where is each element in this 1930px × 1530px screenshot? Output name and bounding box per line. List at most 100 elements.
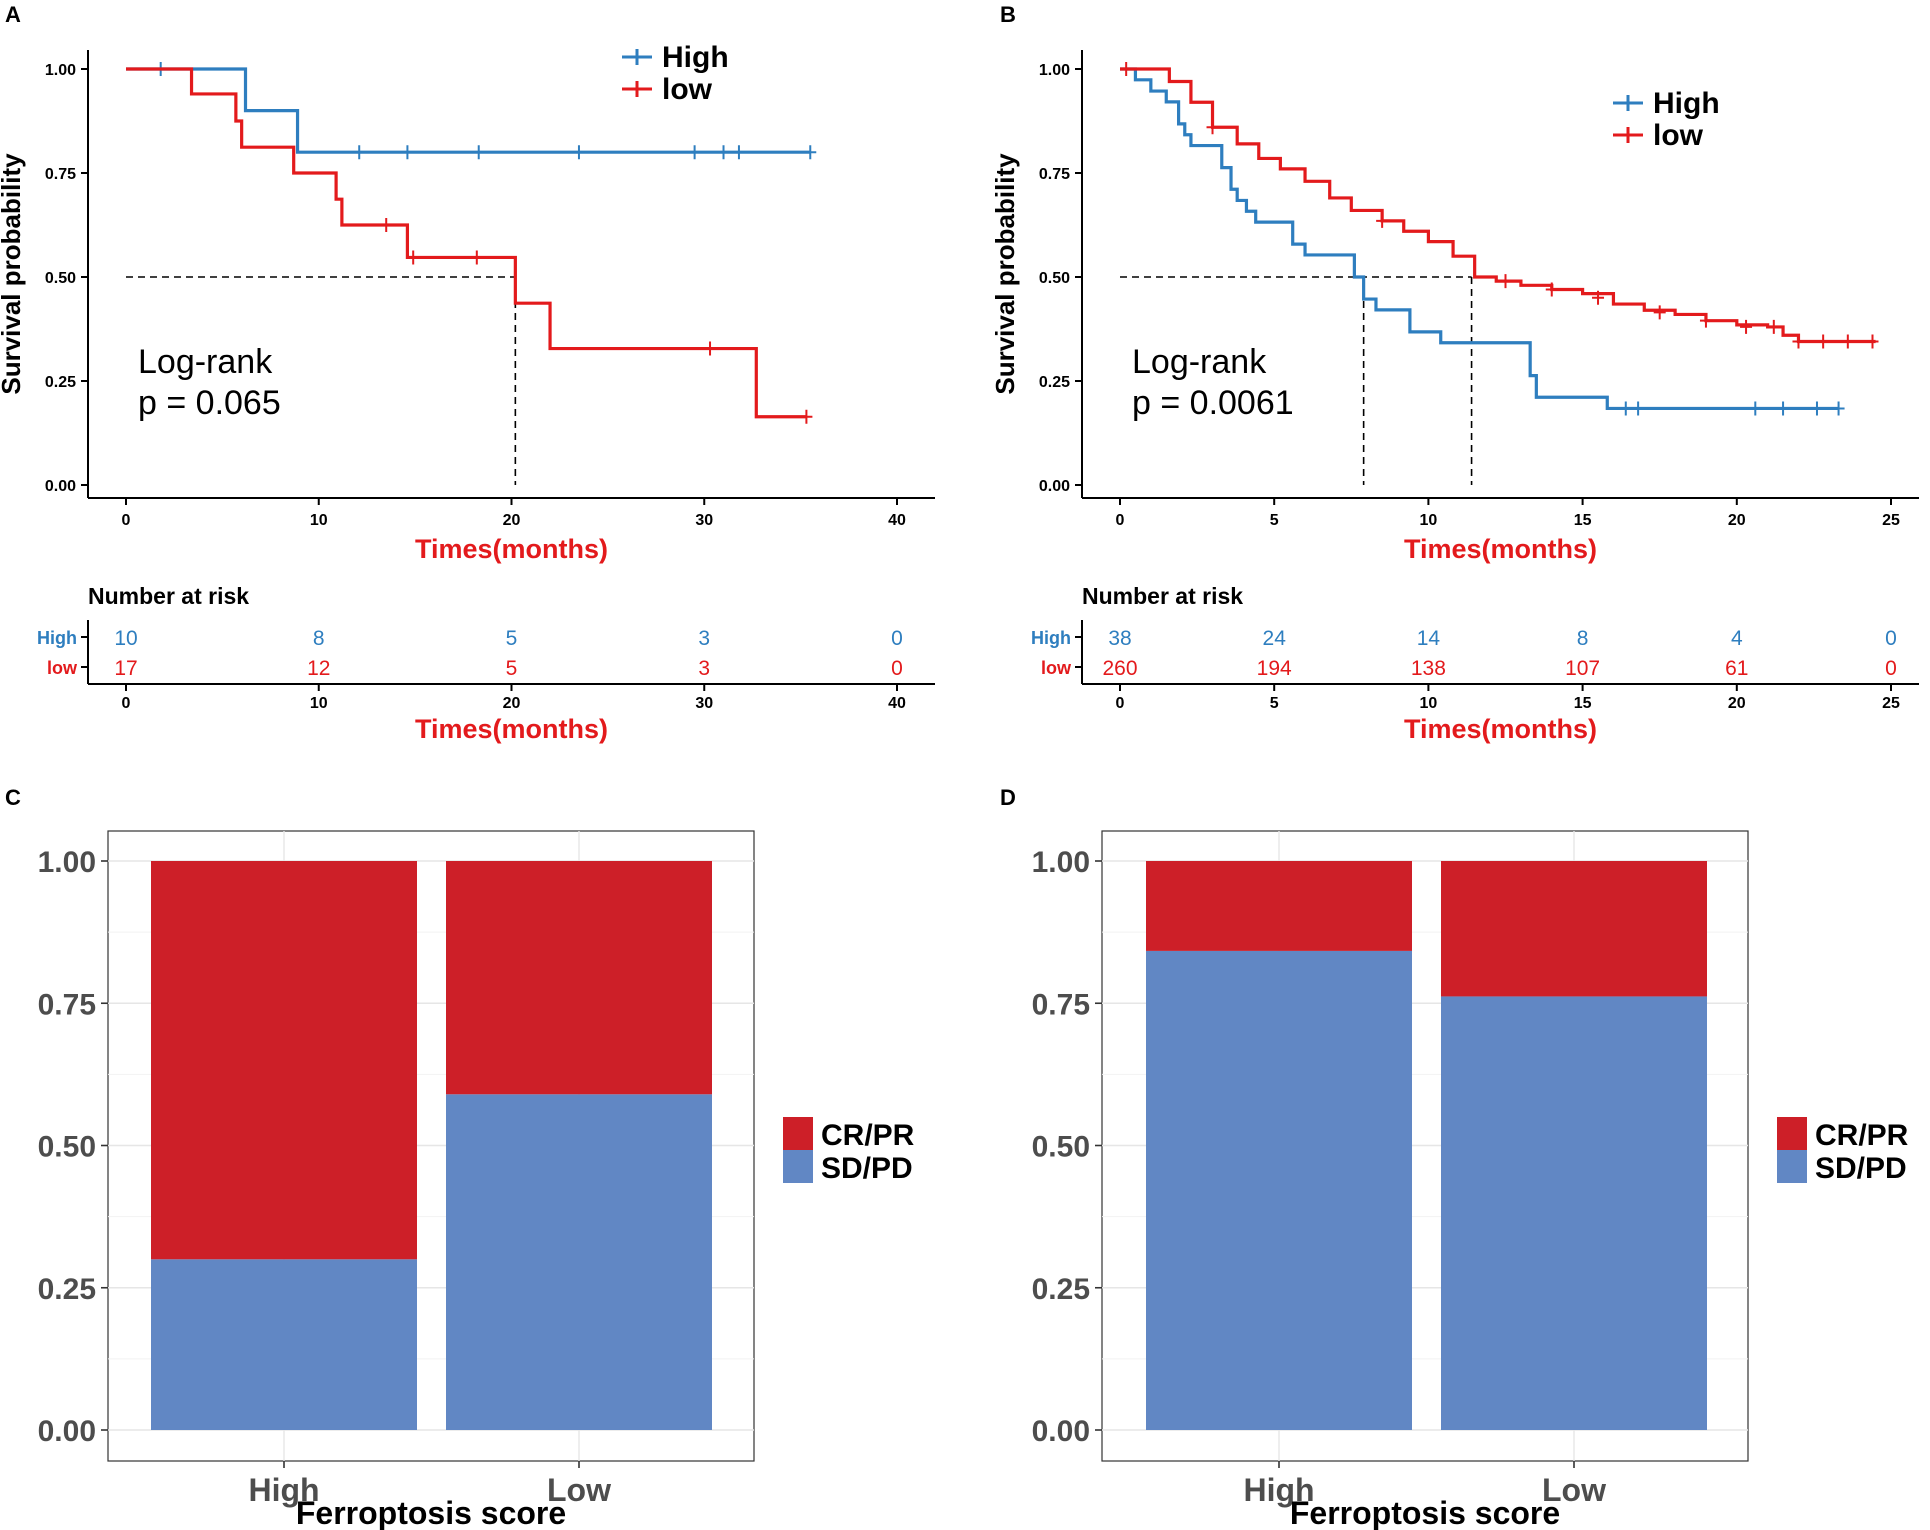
censor-mark-low (800, 409, 813, 424)
legend-label-sd-pd: SD/PD (1815, 1152, 1907, 1185)
risk-count: 0 (891, 627, 903, 650)
censor-mark-low (1817, 334, 1830, 349)
risk-row-label: High (37, 628, 77, 648)
risk-count: 0 (1885, 627, 1897, 650)
y-axis-title: Survival probability (990, 153, 1020, 395)
risk-table-title: Number at risk (88, 583, 249, 609)
risk-count: 4 (1731, 627, 1743, 650)
y-tick-label: 0.50 (38, 1131, 96, 1164)
risk-count: 8 (1577, 627, 1589, 650)
legend-key-sd-pd (783, 1150, 813, 1183)
censor-mark-low (1841, 334, 1854, 349)
legend-key-cr-pr (1777, 1117, 1807, 1150)
km-curve-high (1120, 67, 1839, 411)
censor-mark-high (401, 145, 414, 160)
risk-x-tick-label: 30 (695, 695, 713, 712)
risk-x-axis-title: Times(months) (1404, 714, 1597, 744)
legend-key-cr-pr (783, 1117, 813, 1150)
x-tick-label: 40 (888, 512, 906, 529)
y-tick-label: 0.75 (45, 166, 76, 183)
risk-row-label: low (47, 658, 78, 678)
x-axis-title: Ferroptosis score (1290, 1495, 1560, 1530)
km-curve-low (126, 67, 807, 419)
y-tick-label: 1.00 (1032, 846, 1090, 879)
bar-high-sd-pd (1146, 950, 1412, 1430)
bar-high-cr-pr (151, 861, 417, 1260)
risk-count: 38 (1108, 627, 1131, 650)
x-tick-label: 25 (1882, 512, 1900, 529)
x-tick-label: 30 (695, 512, 713, 529)
risk-x-tick-label: 20 (1728, 695, 1746, 712)
x-tick-label: Low (1542, 1472, 1606, 1508)
censor-mark-low (1376, 213, 1389, 228)
bar-panel-C: C 0.00 0.25 0.50 0.75 1.00 High LowFerroptosis … (5, 785, 915, 1530)
pvalue-label: p = 0.065 (138, 384, 281, 422)
y-tick-label: 0.50 (1039, 270, 1070, 287)
x-tick-label: 20 (503, 512, 521, 529)
bar-panel-D: D 0.00 0.25 0.50 0.75 1.00 High LowFerroptosis … (1000, 785, 1909, 1530)
legend-key-sd-pd (1777, 1150, 1807, 1183)
risk-count: 12 (307, 657, 330, 680)
risk-x-tick-label: 0 (1116, 695, 1125, 712)
risk-x-tick-label: 10 (310, 695, 328, 712)
km-panel-B: B 0.00 0.25 0.50 0.75 1.00 0 5 10 15 20 25 Survival … (990, 2, 1919, 744)
legend-label-low: low (662, 73, 713, 106)
risk-x-tick-label: 10 (1420, 695, 1438, 712)
bar-low-cr-pr (1441, 861, 1707, 997)
x-tick-label: High (248, 1472, 319, 1508)
risk-count: 24 (1263, 627, 1287, 650)
censor-mark-low (1206, 120, 1219, 135)
legend-label-cr-pr: CR/PR (821, 1119, 915, 1152)
censor-mark-high (1632, 401, 1645, 416)
risk-count: 5 (506, 657, 518, 680)
risk-count: 260 (1102, 657, 1137, 680)
panel-label: D (1000, 785, 1016, 810)
risk-count: 14 (1417, 627, 1441, 650)
censor-mark-high (472, 145, 485, 160)
censor-mark-high (1832, 401, 1845, 416)
y-tick-label: 0.75 (38, 988, 96, 1021)
censor-mark-high (1749, 401, 1762, 416)
panel-label: C (5, 785, 21, 810)
risk-count: 10 (114, 627, 137, 650)
risk-count: 8 (313, 627, 325, 650)
logrank-label: Log-rank (1132, 343, 1267, 381)
x-tick-label: 10 (310, 512, 328, 529)
x-tick-label: 0 (1116, 512, 1125, 529)
censor-mark-low (704, 341, 717, 356)
risk-x-tick-label: 15 (1574, 695, 1592, 712)
bar-low-sd-pd (446, 1094, 712, 1430)
y-tick-label: 0.00 (1039, 478, 1070, 495)
censor-mark-high (688, 145, 701, 160)
x-tick-label: 10 (1420, 512, 1438, 529)
bar-high-sd-pd (151, 1259, 417, 1430)
risk-x-tick-label: 5 (1270, 695, 1279, 712)
x-tick-label: 20 (1728, 512, 1746, 529)
risk-x-tick-label: 20 (503, 695, 521, 712)
bar-low-cr-pr (446, 861, 712, 1095)
y-tick-label: 1.00 (1039, 62, 1070, 79)
risk-x-axis-title: Times(months) (415, 714, 608, 744)
x-tick-label: 15 (1574, 512, 1592, 529)
y-tick-label: 0.50 (45, 270, 76, 287)
x-tick-label: 5 (1270, 512, 1279, 529)
censor-mark-low (1592, 290, 1605, 305)
risk-count: 17 (114, 657, 137, 680)
censor-mark-low (1767, 319, 1780, 334)
risk-count: 194 (1257, 657, 1292, 680)
bar-low-sd-pd (1441, 996, 1707, 1430)
censor-mark-low (1545, 282, 1558, 297)
risk-count: 0 (891, 657, 903, 680)
censor-mark-low (1866, 334, 1879, 349)
censor-mark-high (1777, 401, 1790, 416)
y-tick-label: 0.75 (1039, 166, 1070, 183)
censor-mark-low (470, 250, 483, 265)
risk-x-tick-label: 25 (1882, 695, 1900, 712)
km-curve-low (1120, 67, 1876, 344)
censor-mark-high (1810, 401, 1823, 416)
y-tick-label: 0.00 (38, 1415, 96, 1448)
y-tick-label: 0.25 (1039, 374, 1070, 391)
y-axis-title: Survival probability (0, 153, 26, 395)
